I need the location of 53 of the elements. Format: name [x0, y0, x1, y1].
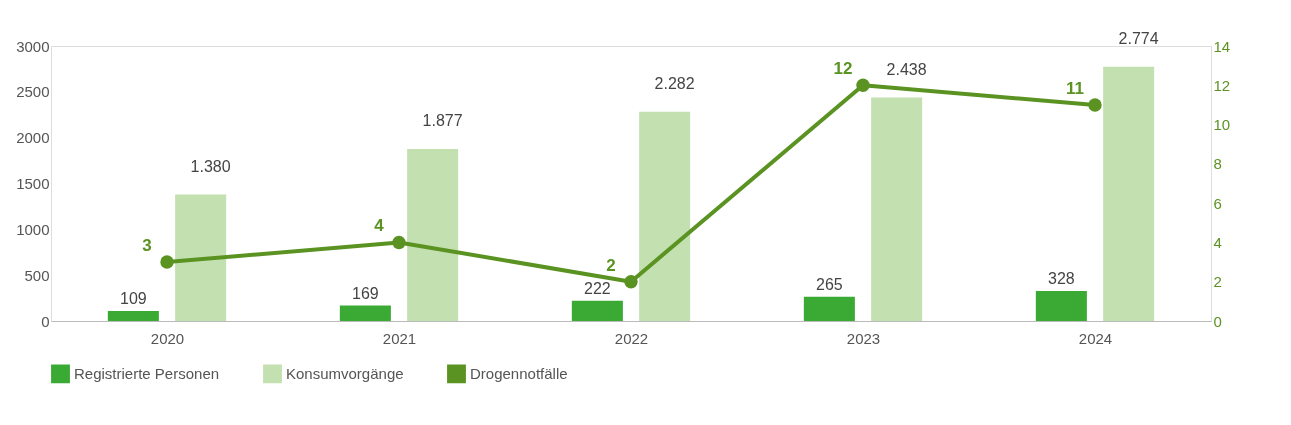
y-tick-label: 0: [41, 312, 50, 330]
y2-tick-label: 2: [1213, 273, 1222, 291]
bar: [1103, 66, 1155, 321]
bar: [175, 194, 227, 321]
y2-tick-label: 12: [1213, 76, 1231, 94]
point: [160, 255, 174, 269]
bar: [571, 300, 623, 321]
bar: [1035, 290, 1087, 321]
data-label: 2.774: [1118, 29, 1159, 47]
x-tick-label: 2020: [150, 329, 185, 347]
point: [1088, 98, 1102, 112]
bar: [407, 148, 459, 321]
y2-tick-label: 0: [1213, 312, 1222, 330]
legend-label: Drogennotfälle: [470, 364, 568, 382]
y-tick-label: 1500: [16, 175, 50, 192]
data-label: 109: [120, 290, 147, 308]
x-tick-label: 2021: [382, 329, 417, 347]
data-label: 2.282: [654, 74, 695, 92]
bar: [803, 296, 855, 321]
data-label: 4: [374, 216, 385, 236]
x-tick-label: 2024: [1078, 329, 1113, 347]
y-tick-label: 2000: [16, 129, 50, 147]
point: [624, 275, 638, 289]
data-label: 11: [1066, 78, 1084, 98]
x-tick-label: 2023: [846, 329, 881, 347]
point: [392, 235, 406, 250]
data-label: 265: [816, 275, 843, 293]
bar: [871, 97, 923, 321]
point: [856, 78, 870, 92]
data-label: 2: [606, 255, 616, 275]
x-tick-label: 2022: [614, 329, 649, 347]
y-tick-label: 1000: [16, 220, 50, 238]
y2-tick-label: 14: [1213, 37, 1231, 55]
data-label: 1.380: [190, 157, 231, 175]
y2-tick-label: 8: [1213, 155, 1222, 173]
data-label: 2.438: [886, 60, 927, 78]
data-label: 169: [352, 284, 379, 302]
legend-label: Konsumvorgänge: [286, 364, 404, 382]
data-label: 1.877: [422, 111, 463, 129]
bar: [639, 111, 691, 321]
data-label: 328: [1048, 269, 1075, 287]
y2-tick-label: 4: [1213, 233, 1222, 251]
y-tick-label: 500: [24, 266, 50, 284]
bar: [339, 305, 391, 321]
y2-tick-label: 10: [1213, 116, 1231, 134]
data-label: 222: [584, 279, 611, 297]
y-tick-label: 3000: [16, 37, 50, 55]
data-label: 12: [833, 59, 853, 79]
legend-label: Registrierte Personen: [74, 364, 220, 382]
y2-tick-label: 6: [1213, 194, 1222, 212]
bar: [107, 311, 159, 321]
y-tick-label: 2500: [16, 83, 50, 101]
data-label: 3: [142, 236, 152, 256]
